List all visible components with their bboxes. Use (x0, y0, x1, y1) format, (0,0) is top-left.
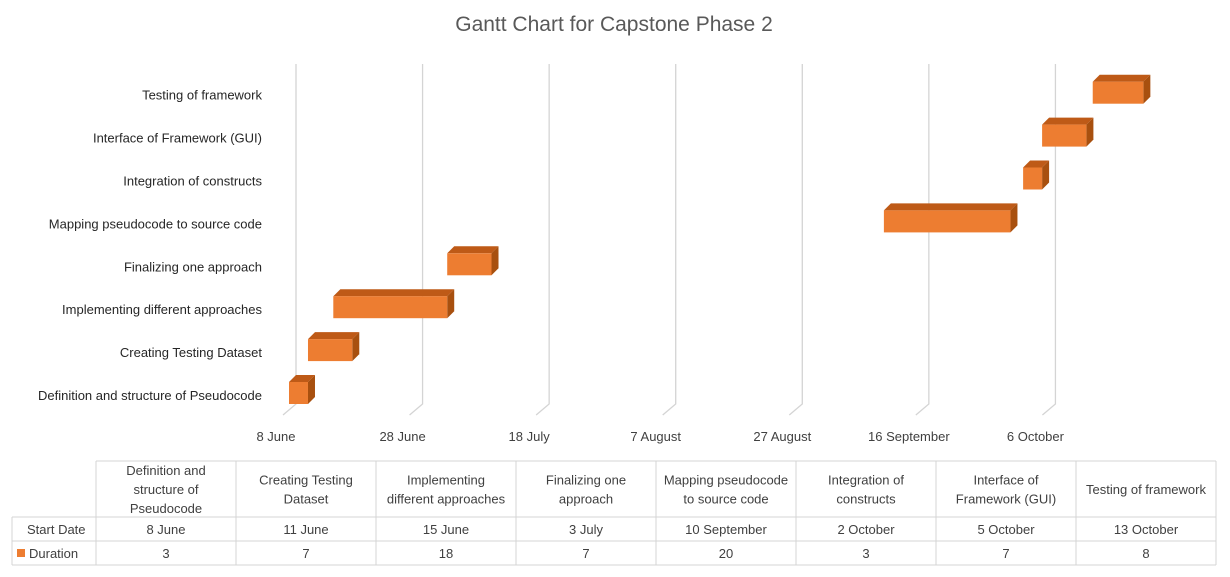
gridline (788, 64, 803, 416)
table-cell-start-date: 13 October (1114, 522, 1179, 537)
bar-front-face (1092, 81, 1144, 104)
gridline (1042, 64, 1057, 416)
table-header-cell: different approaches (387, 492, 506, 507)
x-tick-label: 18 July (509, 429, 551, 444)
table-header-cell: structure of (133, 482, 198, 497)
table-header-cell: Finalizing one (546, 473, 626, 488)
bar-top-face (333, 289, 455, 297)
bar-side-face (1086, 117, 1094, 147)
table-header-cell: Definition and (126, 463, 206, 478)
table-cell-duration: 8 (1142, 546, 1149, 561)
category-label: Implementing different approaches (62, 302, 262, 317)
duration-bar (1042, 117, 1094, 147)
x-tick-label: 7 August (630, 429, 681, 444)
table-header-cell: to source code (683, 492, 768, 507)
duration-bar (1023, 160, 1050, 190)
x-axis-tick-labels: 8 June 28 June 18 July 7 August 27 August 16 … (256, 429, 1064, 444)
bar-side-face (1143, 74, 1151, 104)
bar-front-face (307, 339, 353, 362)
table-header-cell: Mapping pseudocode (664, 473, 788, 488)
table-cell-start-date: 10 September (685, 522, 767, 537)
category-label: Creating Testing Dataset (120, 345, 263, 360)
table-cell-duration: 7 (302, 546, 309, 561)
table-cell-start-date: 15 June (423, 522, 469, 537)
bar-front-face (1042, 124, 1087, 147)
gridline (282, 64, 297, 416)
gridlines (282, 64, 1057, 416)
x-tick-label: 27 August (753, 429, 811, 444)
category-label: Testing of framework (142, 88, 262, 103)
category-labels: Definition and structure of Pseudocode Cr… (38, 88, 263, 403)
bar-top-face (1092, 74, 1151, 82)
bar-side-face (1042, 160, 1050, 190)
bar-front-face (883, 210, 1011, 233)
table-cell-start-date: 11 June (283, 522, 328, 537)
duration-bar (1092, 74, 1151, 104)
table-header-cell: Framework (GUI) (956, 492, 1056, 507)
legend-key-duration (17, 549, 25, 557)
bar-top-face (883, 203, 1018, 211)
data-table: Definition and structure of Pseudocode Crea… (11, 460, 1217, 566)
bar-top-face (1023, 160, 1050, 168)
table-cell-duration: 3 (162, 546, 169, 561)
gridline (535, 64, 550, 416)
duration-bar (289, 375, 315, 404)
duration-bar (883, 203, 1018, 233)
bar-top-face (307, 332, 360, 340)
table-header-cell: Implementing (407, 473, 485, 488)
x-tick-label: 16 September (868, 429, 950, 444)
bar-front-face (289, 382, 308, 404)
duration-bar (447, 246, 499, 276)
bar-top-face (1042, 117, 1094, 125)
table-header-cell: approach (559, 492, 613, 507)
table-cell-duration: 3 (862, 546, 869, 561)
bar-top-face (289, 375, 315, 382)
gridline (409, 64, 424, 416)
table-row-header-start-date: Start Date (27, 522, 86, 537)
table-header-cell: Integration of (828, 473, 904, 488)
table-cell-start-date: 5 October (977, 522, 1035, 537)
table-row-header-duration: Duration (29, 546, 78, 561)
table-cell-duration: 18 (439, 546, 453, 561)
bar-side-face (352, 332, 360, 362)
bar-front-face (447, 253, 492, 276)
x-tick-label: 8 June (256, 429, 295, 444)
table-cell-duration: 7 (582, 546, 589, 561)
x-tick-label: 28 June (379, 429, 425, 444)
category-label: Mapping pseudocode to source code (49, 216, 262, 231)
table-header-cell: constructs (836, 492, 896, 507)
bar-front-face (333, 296, 448, 319)
category-label: Finalizing one approach (124, 259, 262, 274)
table-header-cell: Testing of framework (1086, 482, 1206, 497)
table-cell-start-date: 2 October (837, 522, 895, 537)
table-header-cell: Interface of (973, 473, 1038, 488)
category-label: Interface of Framework (GUI) (93, 131, 262, 146)
category-label: Definition and structure of Pseudocode (38, 388, 262, 403)
gridline (915, 64, 930, 416)
category-label: Integration of constructs (123, 174, 262, 189)
duration-bar (333, 289, 455, 319)
bar-side-face (447, 289, 455, 319)
table-cell-start-date: 8 June (146, 522, 185, 537)
x-tick-label: 6 October (1007, 429, 1065, 444)
bar-side-face (491, 246, 499, 276)
table-cell-duration: 20 (719, 546, 733, 561)
bar-side-face (307, 375, 315, 404)
table-header-cell: Dataset (284, 492, 329, 507)
table-header-cell: Pseudocode (130, 501, 202, 516)
duration-bar (307, 332, 360, 362)
bars (289, 74, 1151, 404)
gridline (662, 64, 677, 416)
bar-front-face (1023, 167, 1043, 190)
bar-side-face (1010, 203, 1018, 233)
table-cell-duration: 7 (1002, 546, 1009, 561)
table-header-cell: Creating Testing (259, 473, 353, 488)
chart-title: Gantt Chart for Capstone Phase 2 (455, 13, 773, 36)
bar-top-face (447, 246, 499, 254)
table-cell-start-date: 3 July (569, 522, 603, 537)
